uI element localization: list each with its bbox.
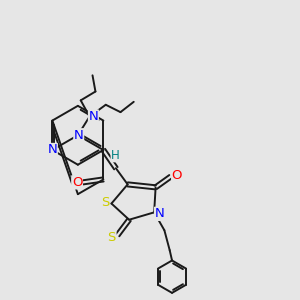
Text: H: H	[111, 149, 120, 162]
Text: S: S	[101, 196, 109, 208]
Text: N: N	[154, 207, 164, 220]
Text: O: O	[172, 169, 182, 182]
Text: N: N	[47, 143, 57, 157]
Text: N: N	[74, 129, 84, 142]
Text: N: N	[88, 110, 98, 123]
Text: S: S	[108, 232, 116, 244]
Text: O: O	[72, 176, 82, 189]
